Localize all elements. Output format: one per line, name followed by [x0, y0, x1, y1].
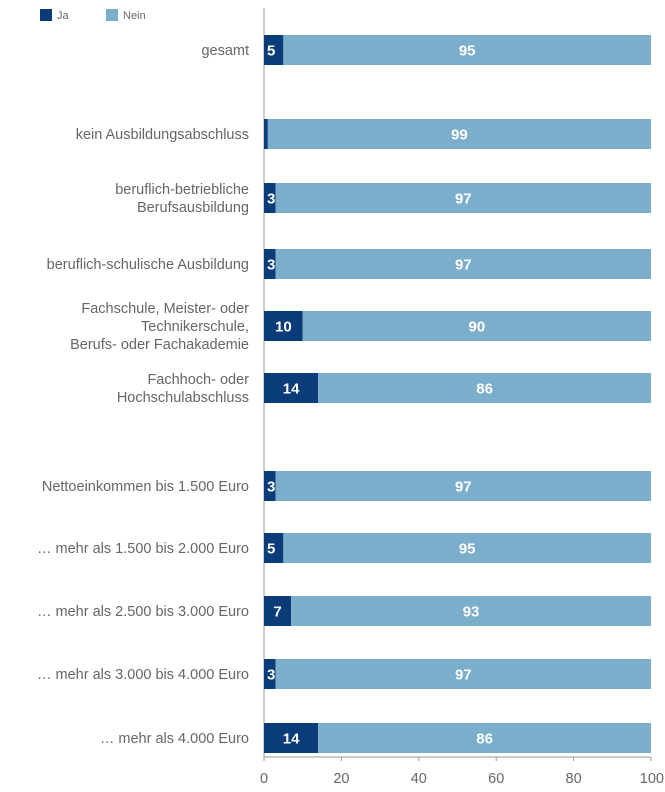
x-tick-labels: 0 20 40 60 80 100 — [260, 757, 664, 787]
data-label-ja-7: 5 — [267, 541, 275, 558]
x-tick-label-0: 0 — [260, 771, 268, 787]
data-label-ja-3: 3 — [267, 257, 275, 274]
bar-ja-2 — [264, 183, 276, 213]
legend-label-ja: Ja — [57, 10, 70, 22]
x-tick-label-4: 80 — [566, 771, 582, 787]
x-tick-label-2: 40 — [411, 771, 427, 787]
category-label-6-line-0: Nettoeinkommen bis 1.500 Euro — [42, 479, 249, 495]
bar-ja-0 — [264, 35, 284, 65]
data-label-nein-9: 97 — [455, 667, 472, 684]
legend-swatch-nein — [106, 9, 118, 21]
bar-ja-8 — [264, 596, 292, 626]
bar-nein-3 — [275, 249, 651, 279]
category-label-3-line-0: beruflich-schulische Ausbildung — [47, 257, 249, 273]
data-label-nein-5: 86 — [476, 381, 493, 398]
data-label-ja-8: 7 — [273, 604, 281, 621]
data-label-nein-6: 97 — [455, 479, 472, 496]
data-label-nein-8: 93 — [463, 604, 480, 621]
legend: Ja Nein — [40, 9, 146, 22]
data-label-nein-4: 90 — [469, 319, 486, 336]
category-label-4-line-2: Berufs- oder Fachakademie — [70, 337, 249, 353]
data-label-ja-5: 14 — [283, 381, 300, 398]
bars: 595199397397109014863975957933971486 — [264, 35, 651, 753]
legend-swatch-ja — [40, 9, 52, 21]
category-label-1-line-0: kein Ausbildungsabschluss — [76, 127, 249, 143]
bar-ja-4 — [264, 311, 303, 341]
bar-nein-6 — [275, 471, 651, 501]
data-label-ja-2: 3 — [267, 191, 275, 208]
bar-ja-10 — [264, 723, 319, 753]
category-label-10-line-0: … mehr als 4.000 Euro — [100, 731, 249, 747]
data-label-nein-1: 99 — [451, 127, 468, 144]
bar-ja-6 — [264, 471, 276, 501]
data-label-ja-9: 3 — [267, 667, 275, 684]
bar-nein-1 — [267, 119, 651, 149]
bar-ja-7 — [264, 533, 284, 563]
legend-label-nein: Nein — [123, 10, 146, 22]
data-label-nein-2: 97 — [455, 191, 472, 208]
bar-ja-1 — [264, 119, 268, 149]
x-tick-label-5: 100 — [640, 771, 664, 787]
bar-nein-4 — [302, 311, 651, 341]
category-label-0-line-0: gesamt — [201, 43, 249, 59]
bar-nein-2 — [275, 183, 651, 213]
x-tick-label-3: 60 — [488, 771, 504, 787]
bar-nein-5 — [318, 373, 651, 403]
bar-ja-5 — [264, 373, 319, 403]
category-label-2-line-1: Berufsausbildung — [137, 200, 249, 216]
data-label-nein-10: 86 — [476, 731, 493, 748]
data-label-ja-4: 10 — [275, 319, 292, 336]
x-tick-label-1: 20 — [333, 771, 349, 787]
data-label-ja-6: 3 — [267, 479, 275, 496]
category-label-4-line-0: Fachschule, Meister- oder — [81, 301, 249, 317]
data-label-nein-3: 97 — [455, 257, 472, 274]
category-label-4-line-1: Technikerschule, — [141, 319, 249, 335]
category-labels: gesamt kein Ausbildungsabschluss beruflich… — [37, 43, 249, 747]
category-label-2-line-0: beruflich-betriebliche — [115, 182, 249, 198]
data-label-nein-0: 95 — [459, 43, 476, 60]
bar-ja-3 — [264, 249, 276, 279]
bar-nein-8 — [291, 596, 651, 626]
category-label-5-line-1: Hochschulabschluss — [117, 390, 249, 406]
bar-nein-9 — [275, 659, 651, 689]
data-label-ja-10: 14 — [283, 731, 300, 748]
bar-ja-9 — [264, 659, 276, 689]
category-label-5-line-0: Fachhoch- oder — [147, 372, 249, 388]
data-label-nein-7: 95 — [459, 541, 476, 558]
data-label-ja-0: 5 — [267, 43, 275, 60]
bar-nein-10 — [318, 723, 651, 753]
category-label-8-line-0: … mehr als 2.500 bis 3.000 Euro — [37, 604, 249, 620]
category-label-7-line-0: … mehr als 1.500 bis 2.000 Euro — [37, 541, 249, 557]
bar-nein-0 — [283, 35, 651, 65]
category-label-9-line-0: … mehr als 3.000 bis 4.000 Euro — [37, 667, 249, 683]
bar-nein-7 — [283, 533, 651, 563]
